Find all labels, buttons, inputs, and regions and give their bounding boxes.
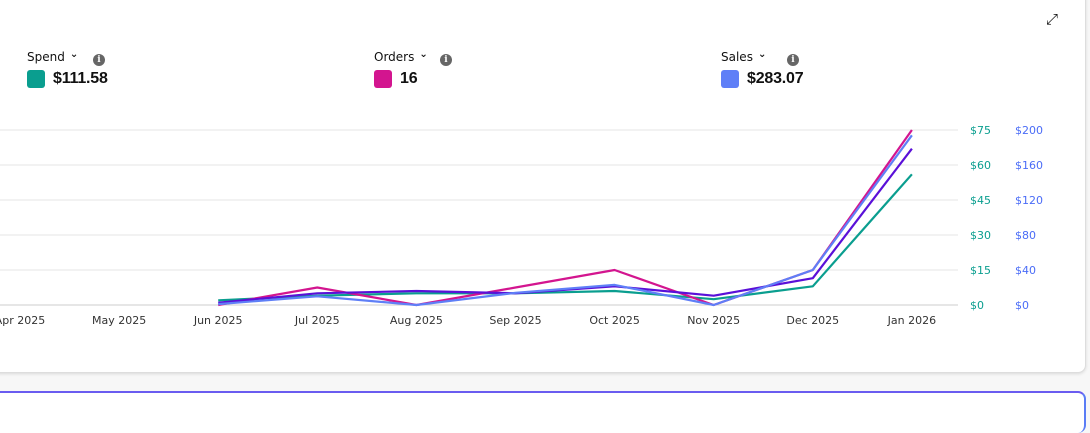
color-swatch	[27, 70, 45, 88]
y-left-tick: $60	[970, 159, 991, 172]
y-left-tick: $30	[970, 229, 991, 242]
color-swatch	[721, 70, 739, 88]
y-left-tick: $15	[970, 264, 991, 277]
info-icon[interactable]: i	[93, 54, 105, 66]
metric-value: 16	[400, 70, 418, 87]
x-tick: Sep 2025	[489, 314, 541, 327]
metric-value: $111.58	[53, 70, 108, 87]
x-tick: Jun 2025	[193, 314, 243, 327]
metric-selector[interactable]: Sales ⌄	[721, 48, 803, 65]
line-chart: $0 $0 $15 $40 $30 $80 $45 $120 $60 $160 $75 $200 Apr…	[0, 124, 1043, 327]
metric-value: $283.07	[747, 70, 804, 87]
metric-label: Spend	[27, 50, 65, 64]
y-left-tick: $45	[970, 194, 991, 207]
y-right-tick: $40	[1015, 264, 1036, 277]
y-left-tick: $0	[970, 299, 984, 312]
metric-label: Sales	[721, 50, 753, 64]
metric-sales: Sales ⌄ i $283.07	[721, 48, 804, 88]
chevron-down-icon: ⌄	[757, 48, 767, 60]
x-tick: Aug 2025	[390, 314, 443, 327]
metric-selector[interactable]: Spend ⌄	[27, 48, 108, 65]
info-icon[interactable]: i	[787, 54, 799, 66]
series-line-spend	[218, 173, 913, 302]
x-tick: Apr 2025	[0, 314, 45, 327]
expand-icon[interactable]: ⤢	[1046, 10, 1059, 28]
x-tick: Oct 2025	[589, 314, 640, 327]
y-right-tick: $200	[1015, 124, 1043, 137]
x-tick: May 2025	[92, 314, 146, 327]
chart-card	[0, 0, 1086, 373]
chevron-down-icon: ⌄	[69, 48, 79, 60]
x-tick: Jan 2026	[887, 314, 936, 327]
next-card	[0, 391, 1086, 433]
y-right-tick: $160	[1015, 159, 1043, 172]
chevron-down-icon: ⌄	[419, 48, 428, 60]
y-right-tick: $120	[1015, 194, 1043, 207]
metric-spend: Spend ⌄ i $111.58	[27, 48, 108, 88]
color-swatch	[374, 70, 392, 88]
metric-orders: Orders ⌄ i 16	[374, 48, 452, 88]
y-right-tick: $0	[1015, 299, 1029, 312]
x-tick: Jul 2025	[294, 314, 340, 327]
x-tick: Dec 2025	[786, 314, 839, 327]
x-tick: Nov 2025	[687, 314, 740, 327]
metric-label: Orders	[374, 50, 415, 64]
y-right-tick: $80	[1015, 229, 1036, 242]
y-left-tick: $75	[970, 124, 991, 137]
info-icon[interactable]: i	[440, 54, 452, 66]
metric-selector[interactable]: Orders ⌄	[374, 48, 428, 65]
series-line-sales	[218, 134, 913, 307]
